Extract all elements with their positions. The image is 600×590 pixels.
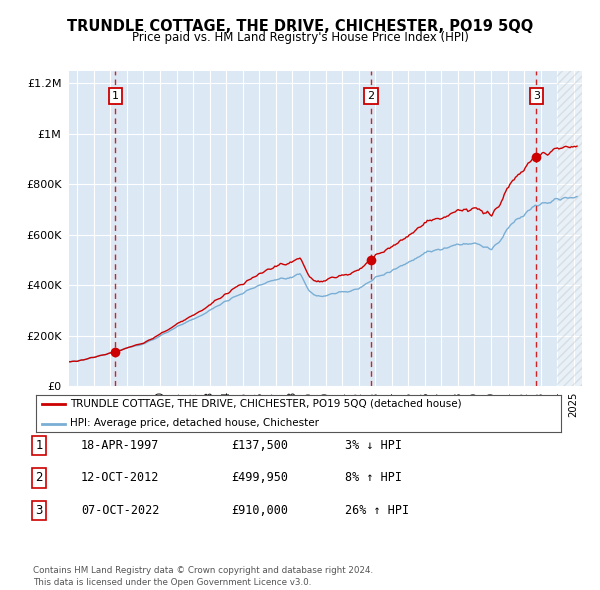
Text: TRUNDLE COTTAGE, THE DRIVE, CHICHESTER, PO19 5QQ (detached house): TRUNDLE COTTAGE, THE DRIVE, CHICHESTER, … (70, 399, 462, 409)
Text: 12-OCT-2012: 12-OCT-2012 (81, 471, 160, 484)
Text: Contains HM Land Registry data © Crown copyright and database right 2024.
This d: Contains HM Land Registry data © Crown c… (33, 566, 373, 587)
Text: 1: 1 (35, 439, 43, 452)
Text: 2: 2 (367, 91, 374, 101)
Text: 1: 1 (112, 91, 119, 101)
Text: 18-APR-1997: 18-APR-1997 (81, 439, 160, 452)
Text: 26% ↑ HPI: 26% ↑ HPI (345, 504, 409, 517)
Text: 3: 3 (533, 91, 540, 101)
Text: £499,950: £499,950 (231, 471, 288, 484)
Text: £910,000: £910,000 (231, 504, 288, 517)
Text: 3: 3 (35, 504, 43, 517)
Text: 3% ↓ HPI: 3% ↓ HPI (345, 439, 402, 452)
Text: HPI: Average price, detached house, Chichester: HPI: Average price, detached house, Chic… (70, 418, 319, 428)
Text: 07-OCT-2022: 07-OCT-2022 (81, 504, 160, 517)
Text: 2: 2 (35, 471, 43, 484)
Text: 8% ↑ HPI: 8% ↑ HPI (345, 471, 402, 484)
Text: TRUNDLE COTTAGE, THE DRIVE, CHICHESTER, PO19 5QQ: TRUNDLE COTTAGE, THE DRIVE, CHICHESTER, … (67, 19, 533, 34)
Text: £137,500: £137,500 (231, 439, 288, 452)
Text: Price paid vs. HM Land Registry's House Price Index (HPI): Price paid vs. HM Land Registry's House … (131, 31, 469, 44)
